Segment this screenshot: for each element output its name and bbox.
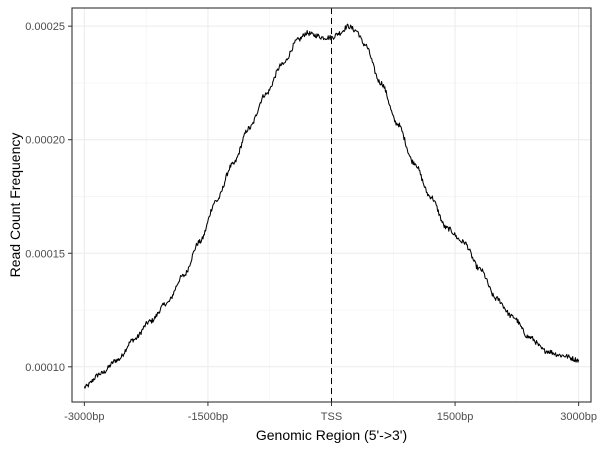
x-tick-label: 1500bp <box>437 411 474 423</box>
y-axis: 0.00010 0.00015 0.00020 0.00025 <box>25 21 72 374</box>
y-tick-label: 0.00010 <box>25 362 65 374</box>
series-line <box>83 23 580 389</box>
x-tick-label: -1500bp <box>188 411 228 423</box>
y-tick-label: 0.00020 <box>25 135 65 147</box>
x-tick-label: -3000bp <box>64 411 104 423</box>
x-axis: -3000bp -1500bp TSS 1500bp 3000bp <box>64 402 597 423</box>
y-axis-title: Read Count Frequency <box>7 133 23 278</box>
x-axis-title: Genomic Region (5'->3') <box>256 427 407 443</box>
y-tick-label: 0.00015 <box>25 248 65 260</box>
x-tick-label: TSS <box>321 411 342 423</box>
major-gridlines <box>72 8 591 402</box>
x-tick-label: 3000bp <box>560 411 597 423</box>
y-tick-label: 0.00025 <box>25 21 65 33</box>
series-layer <box>83 23 580 389</box>
